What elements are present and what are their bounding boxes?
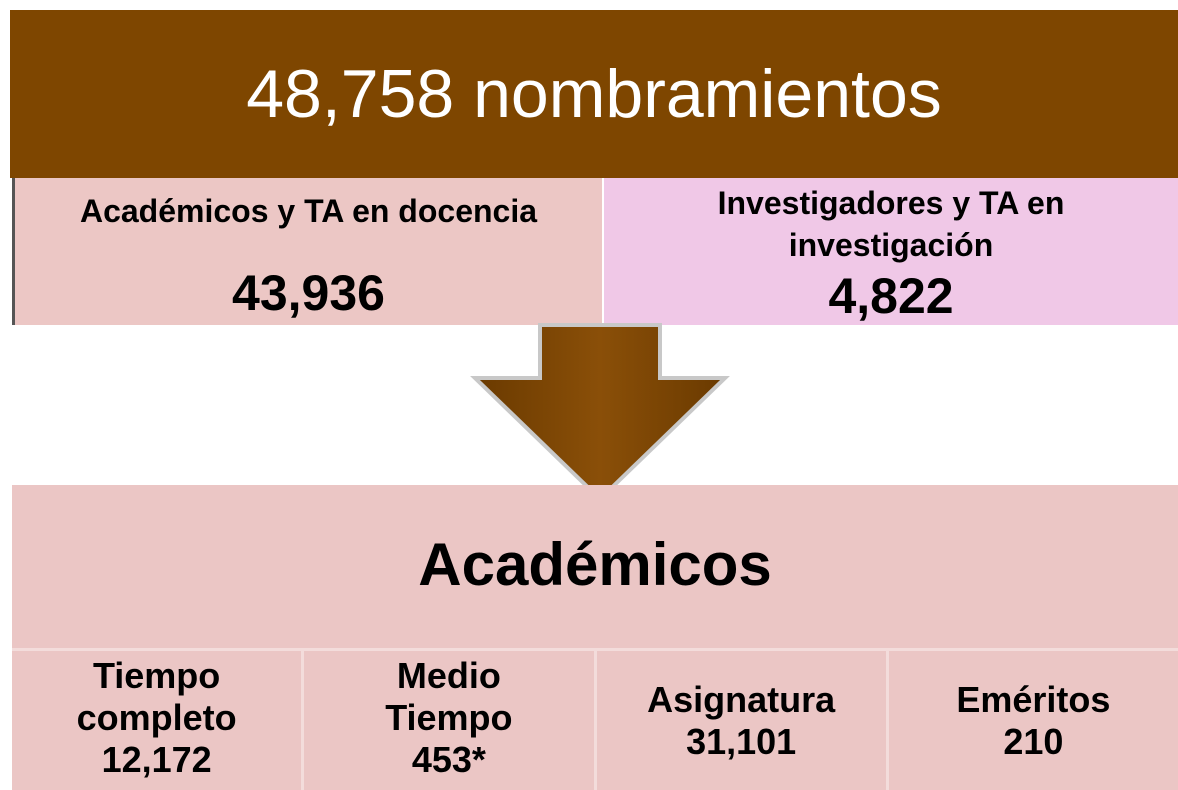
category-cell: Asignatura 31,101 <box>597 651 889 790</box>
arrow <box>470 323 730 502</box>
arrow-shape <box>470 323 730 502</box>
group-label-line: investigación <box>788 227 994 263</box>
cell-line: Tiempo <box>385 697 513 738</box>
category-cell: Tiempo completo 12,172 <box>12 651 305 790</box>
category-cell: Eméritos 210 <box>889 651 1178 790</box>
group-label: Investigadores y TA en investigación <box>718 182 1065 266</box>
group-label-line: Académicos y TA en docencia <box>79 193 538 229</box>
category-cell: Medio Tiempo 453* <box>304 651 597 790</box>
cell-line: 31,101 <box>686 720 797 762</box>
group-box: Investigadores y TA en investigación 4,822 <box>604 178 1178 325</box>
cell-line: 453* <box>411 739 486 780</box>
group-value: 43,936 <box>232 265 385 321</box>
cell-line: 210 <box>1003 720 1064 762</box>
cell-line: Asignatura <box>647 678 836 720</box>
cell-line: Tiempo <box>92 655 221 696</box>
group-label: Académicos y TA en docencia <box>80 190 537 232</box>
group-label-line: Investigadores y TA en <box>717 185 1065 221</box>
group-value: 4,822 <box>828 268 954 324</box>
cell-line: completo <box>76 697 237 738</box>
cell-line: Medio <box>396 655 501 696</box>
group-box: Académicos y TA en docencia 43,936 <box>12 178 602 325</box>
cell-row: Tiempo completo 12,172 Medio Tiempo 453* Asign… <box>12 648 1178 790</box>
cell-line: Eméritos <box>956 678 1111 720</box>
cell-line: 12,172 <box>101 739 212 780</box>
header-title: 48,758 nombramientos <box>10 10 1178 178</box>
section-title: Académicos <box>418 531 772 598</box>
